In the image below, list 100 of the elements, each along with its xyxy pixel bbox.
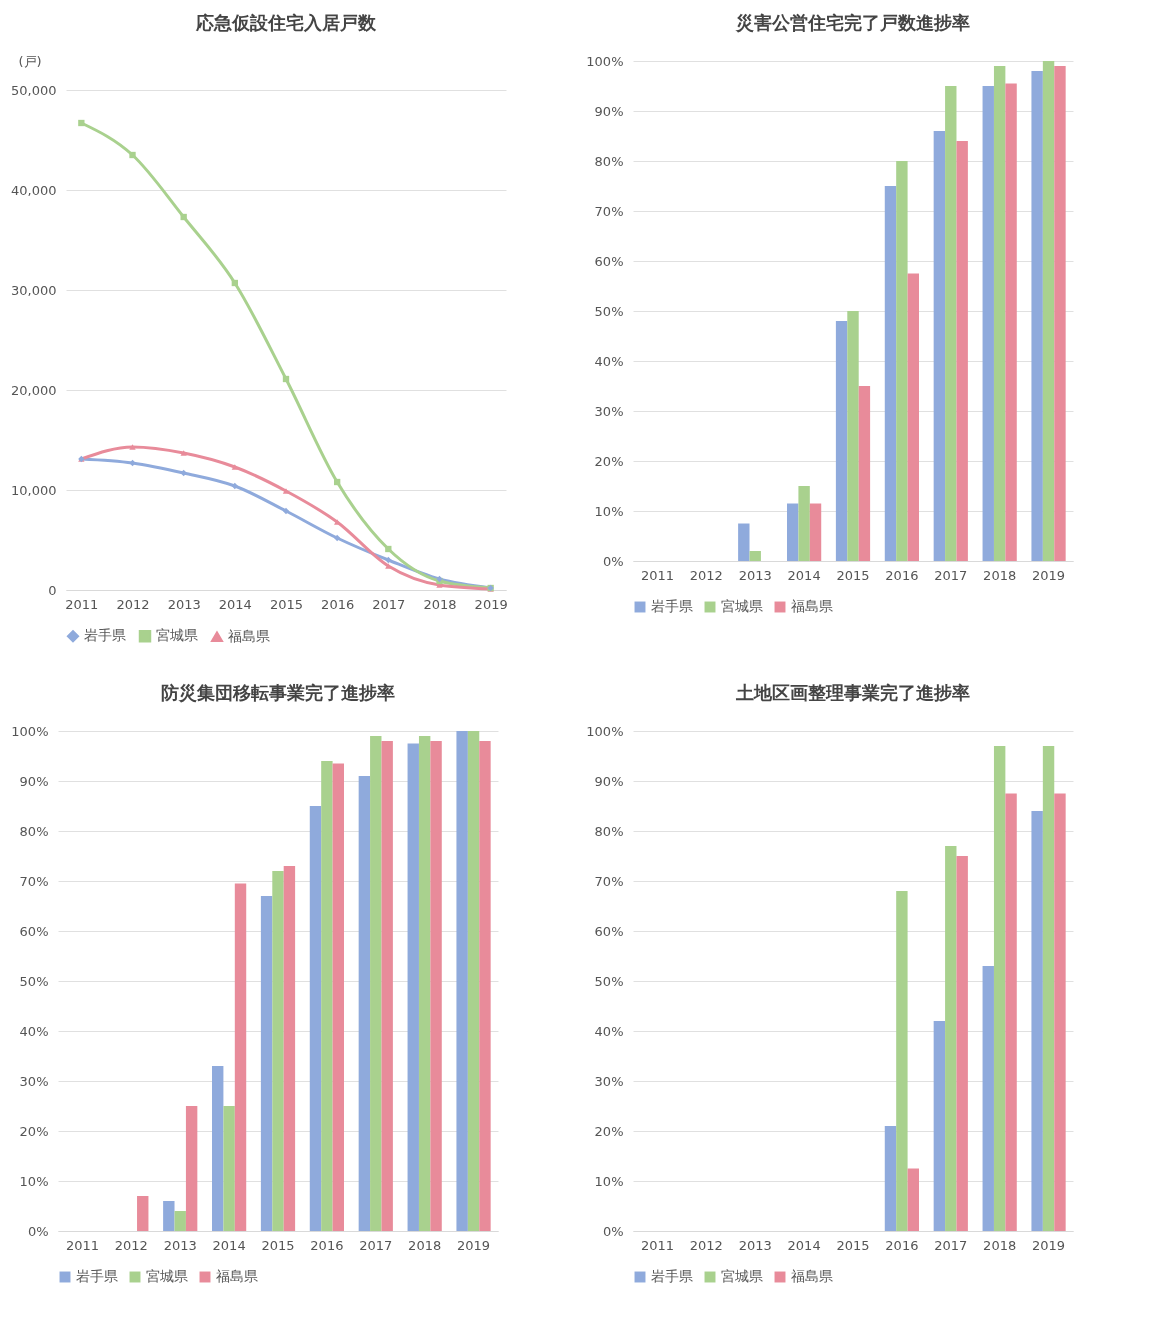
y-tick-label: 40% — [594, 1023, 624, 1039]
bar — [1005, 793, 1017, 1231]
point — [231, 464, 238, 470]
bar — [896, 161, 908, 561]
bar — [185, 1106, 198, 1231]
y-tick-label: 30% — [19, 1073, 49, 1089]
y-tick-label: 50% — [19, 973, 49, 989]
bar — [945, 86, 957, 561]
bar — [809, 503, 822, 561]
bar — [907, 1168, 919, 1231]
y-tick-label: 40% — [19, 1023, 49, 1039]
y-tick-label: 30% — [594, 403, 624, 419]
point — [385, 545, 392, 553]
point — [282, 507, 290, 515]
x-tick-label: 2017 — [934, 567, 968, 583]
y-tick-label: 100% — [11, 723, 49, 739]
bar — [137, 1196, 149, 1231]
x-tick-label: 2011 — [640, 567, 674, 583]
chart-title: 土地区画整理事業完了進捗率 — [735, 682, 970, 703]
y-tick-label: 50% — [594, 303, 624, 319]
point — [129, 459, 136, 467]
y-tick-label: 50% — [594, 973, 624, 989]
y-tick-label: 20,000 — [11, 382, 57, 398]
x-tick-label: 2015 — [261, 1237, 295, 1253]
y-tick-label: 70% — [19, 873, 49, 889]
x-tick-label: 2015 — [836, 567, 870, 583]
y-tick-label: 50,000 — [11, 82, 57, 98]
y-axis-title: (戸) — [18, 53, 42, 69]
y-tick-label: 80% — [594, 823, 624, 839]
y-tick-label: 100% — [586, 723, 624, 739]
bar — [798, 486, 810, 561]
legend-label: 宮城県 — [721, 1268, 763, 1284]
y-tick-label: 70% — [594, 203, 624, 219]
legend-label: 宮城県 — [721, 598, 763, 614]
point — [180, 469, 187, 477]
bar — [884, 186, 897, 561]
x-tick-label: 2016 — [885, 1237, 919, 1253]
bar — [1054, 66, 1066, 561]
bar — [982, 966, 994, 1231]
point — [180, 450, 187, 456]
bar — [1031, 811, 1043, 1231]
x-tick-label: 2015 — [269, 596, 304, 612]
point — [385, 563, 392, 569]
y-tick-label: 80% — [594, 153, 624, 169]
point — [334, 478, 341, 486]
legend-label: 宮城県 — [146, 1268, 188, 1284]
point — [231, 482, 238, 490]
bar — [456, 731, 468, 1231]
x-tick-label: 2011 — [65, 596, 99, 612]
bar — [272, 871, 284, 1231]
legend-label: 岩手県 — [651, 598, 693, 614]
y-tick-label: 20% — [19, 1123, 49, 1139]
legend-label: 福島県 — [791, 1268, 833, 1284]
point — [231, 279, 238, 287]
legend-label: 福島県 — [216, 1268, 258, 1284]
bar — [858, 386, 871, 561]
point — [282, 375, 290, 383]
bar — [163, 1201, 175, 1231]
point — [385, 556, 392, 564]
chart-title: 応急仮設住宅入居戸数 — [195, 12, 377, 33]
x-tick-label: 2011 — [640, 1237, 674, 1253]
bar — [467, 731, 480, 1231]
bar — [234, 883, 247, 1231]
y-tick-label: 20% — [594, 1123, 624, 1139]
legend-label: 福島県 — [791, 598, 833, 614]
x-tick-label: 2017 — [359, 1237, 393, 1253]
bar — [332, 763, 344, 1231]
bar — [430, 741, 442, 1231]
y-tick-label: 100% — [586, 53, 624, 69]
bar — [956, 141, 968, 561]
bar — [884, 1126, 897, 1231]
y-tick-label: 10% — [19, 1173, 49, 1189]
y-tick-label: 60% — [594, 923, 624, 939]
bar — [174, 1211, 186, 1231]
point — [180, 213, 187, 221]
bar — [907, 273, 919, 561]
legend-label: 宮城県 — [156, 627, 198, 644]
bar — [787, 503, 799, 561]
y-tick-label: 10% — [594, 1173, 624, 1189]
x-tick-label: 2018 — [983, 1237, 1017, 1253]
y-tick-label: 10% — [594, 503, 624, 519]
y-tick-label: 60% — [594, 253, 624, 269]
bar — [1054, 793, 1066, 1231]
legend-label: 岩手県 — [651, 1268, 693, 1284]
bar — [835, 321, 848, 561]
bar — [309, 806, 322, 1231]
x-tick-label: 2013 — [167, 596, 201, 612]
x-tick-label: 2012 — [116, 596, 150, 612]
x-tick-label: 2016 — [321, 596, 355, 612]
bar — [738, 523, 750, 561]
x-tick-label: 2012 — [689, 567, 723, 583]
legend-label: 福島県 — [228, 627, 270, 644]
chart-title: 防災集団移転事業完了進捗率 — [161, 682, 395, 703]
bar — [358, 776, 371, 1231]
bar — [407, 743, 419, 1231]
x-tick-label: 2012 — [689, 1237, 723, 1253]
legend-label: 岩手県 — [84, 627, 126, 644]
bar — [381, 741, 393, 1231]
x-tick-label: 2013 — [738, 567, 772, 583]
x-tick-label: 2014 — [787, 567, 821, 583]
